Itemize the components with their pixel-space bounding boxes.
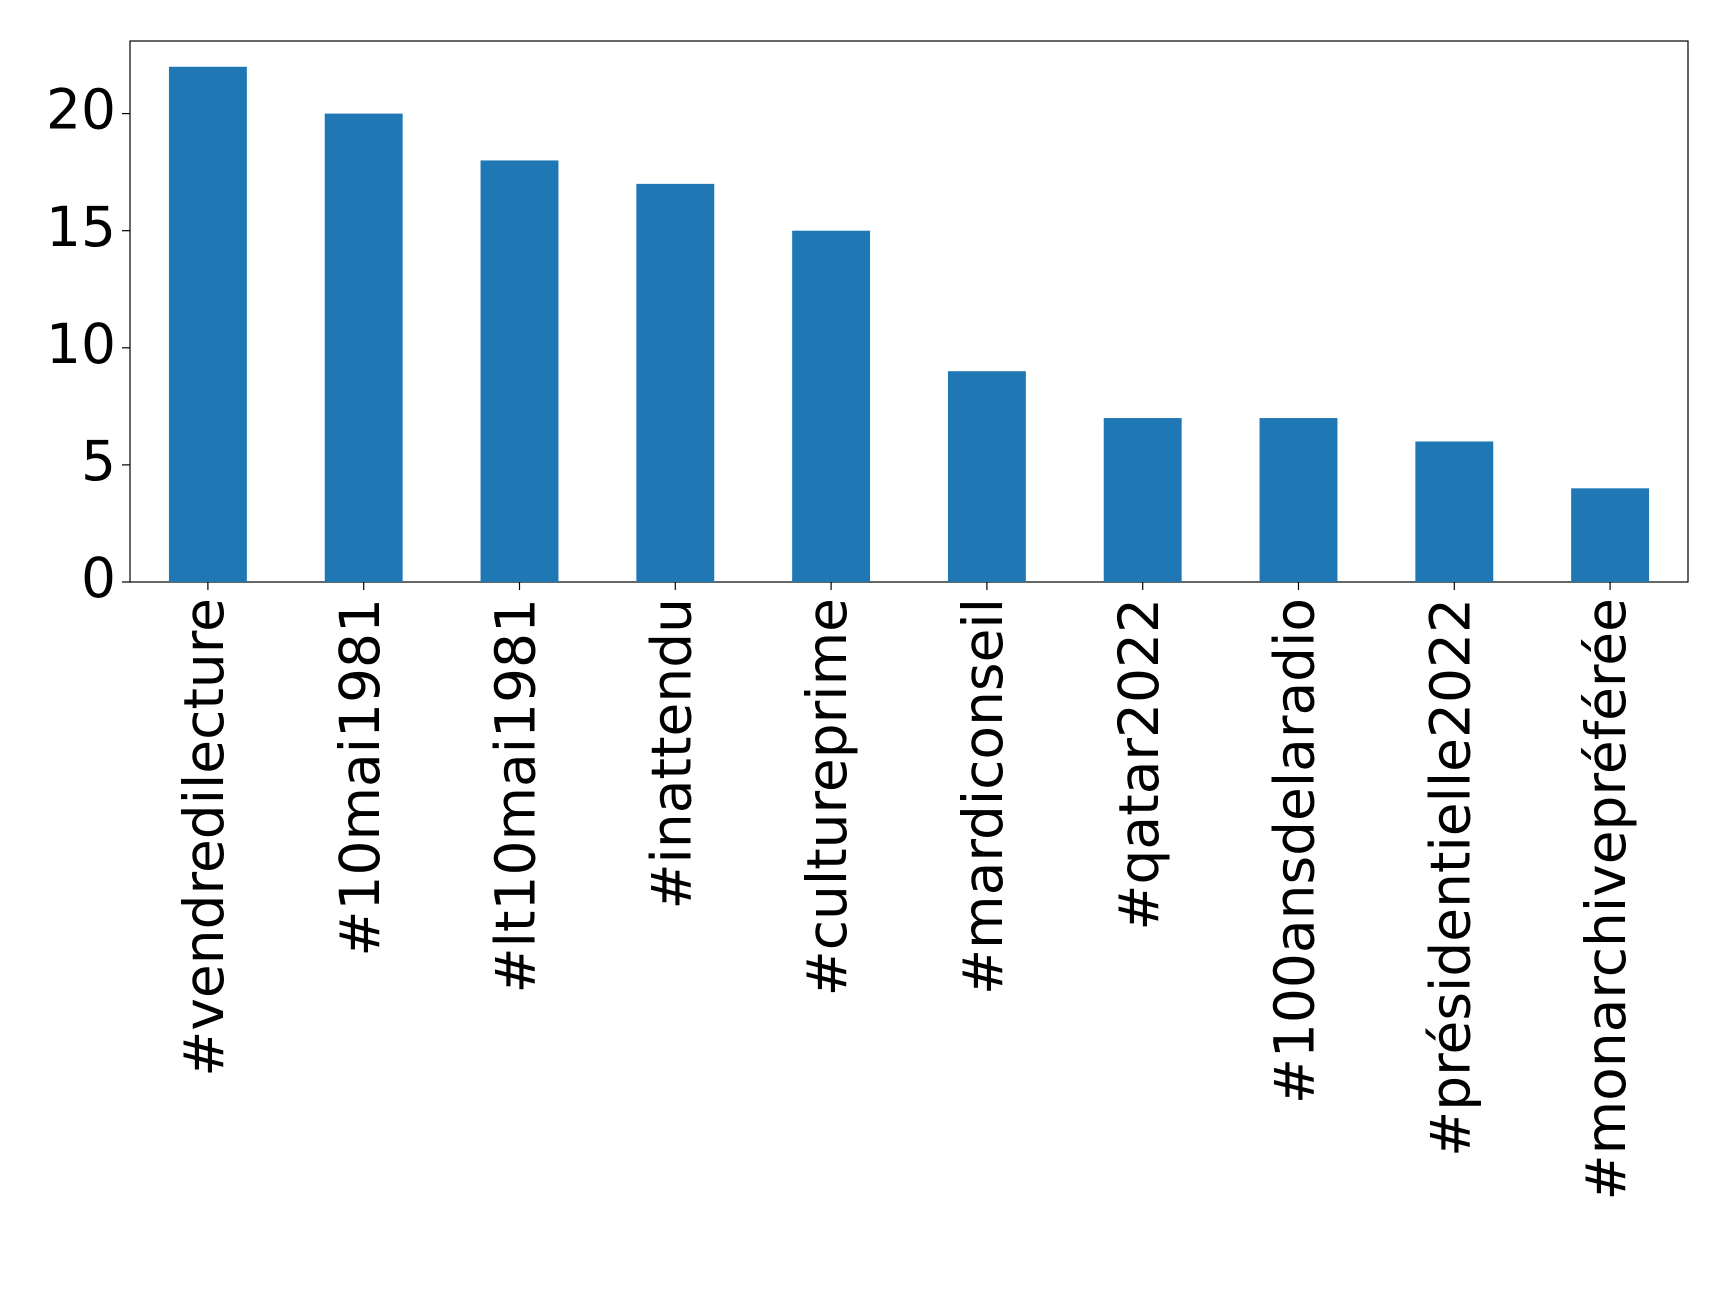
bar: [792, 230, 871, 582]
y-tick-label: 15: [46, 195, 116, 259]
bar: [947, 371, 1026, 582]
x-tick-label: #100ansdelaradio: [1263, 598, 1327, 1104]
x-tick-label: #cultureprime: [795, 598, 859, 996]
x-tick-label: #10mai1981: [328, 598, 392, 957]
bar: [480, 160, 559, 582]
bar: [1259, 418, 1338, 582]
y-tick-label: 5: [81, 429, 116, 493]
y-tick-label: 20: [46, 78, 116, 142]
x-tick-label: #qatar2022: [1107, 598, 1171, 931]
x-tick-label: #mardiconseil: [951, 598, 1015, 995]
bar: [1103, 418, 1182, 582]
bar: [324, 113, 403, 582]
x-tick-label: #présidentielle2022: [1418, 598, 1482, 1157]
bar: [1415, 441, 1494, 582]
y-tick-label: 10: [46, 312, 116, 376]
bar: [168, 66, 247, 582]
bar: [636, 183, 715, 583]
y-tick-label: 0: [81, 546, 116, 610]
x-tick-label: #lt10mai1981: [484, 598, 548, 993]
x-tick-label: #monarchivepréférée: [1574, 598, 1638, 1200]
x-tick-label: #inattendu: [639, 598, 703, 910]
x-tick-label: #vendredilecture: [172, 598, 236, 1077]
plot-frame: [129, 40, 1689, 583]
bar: [1571, 488, 1650, 582]
